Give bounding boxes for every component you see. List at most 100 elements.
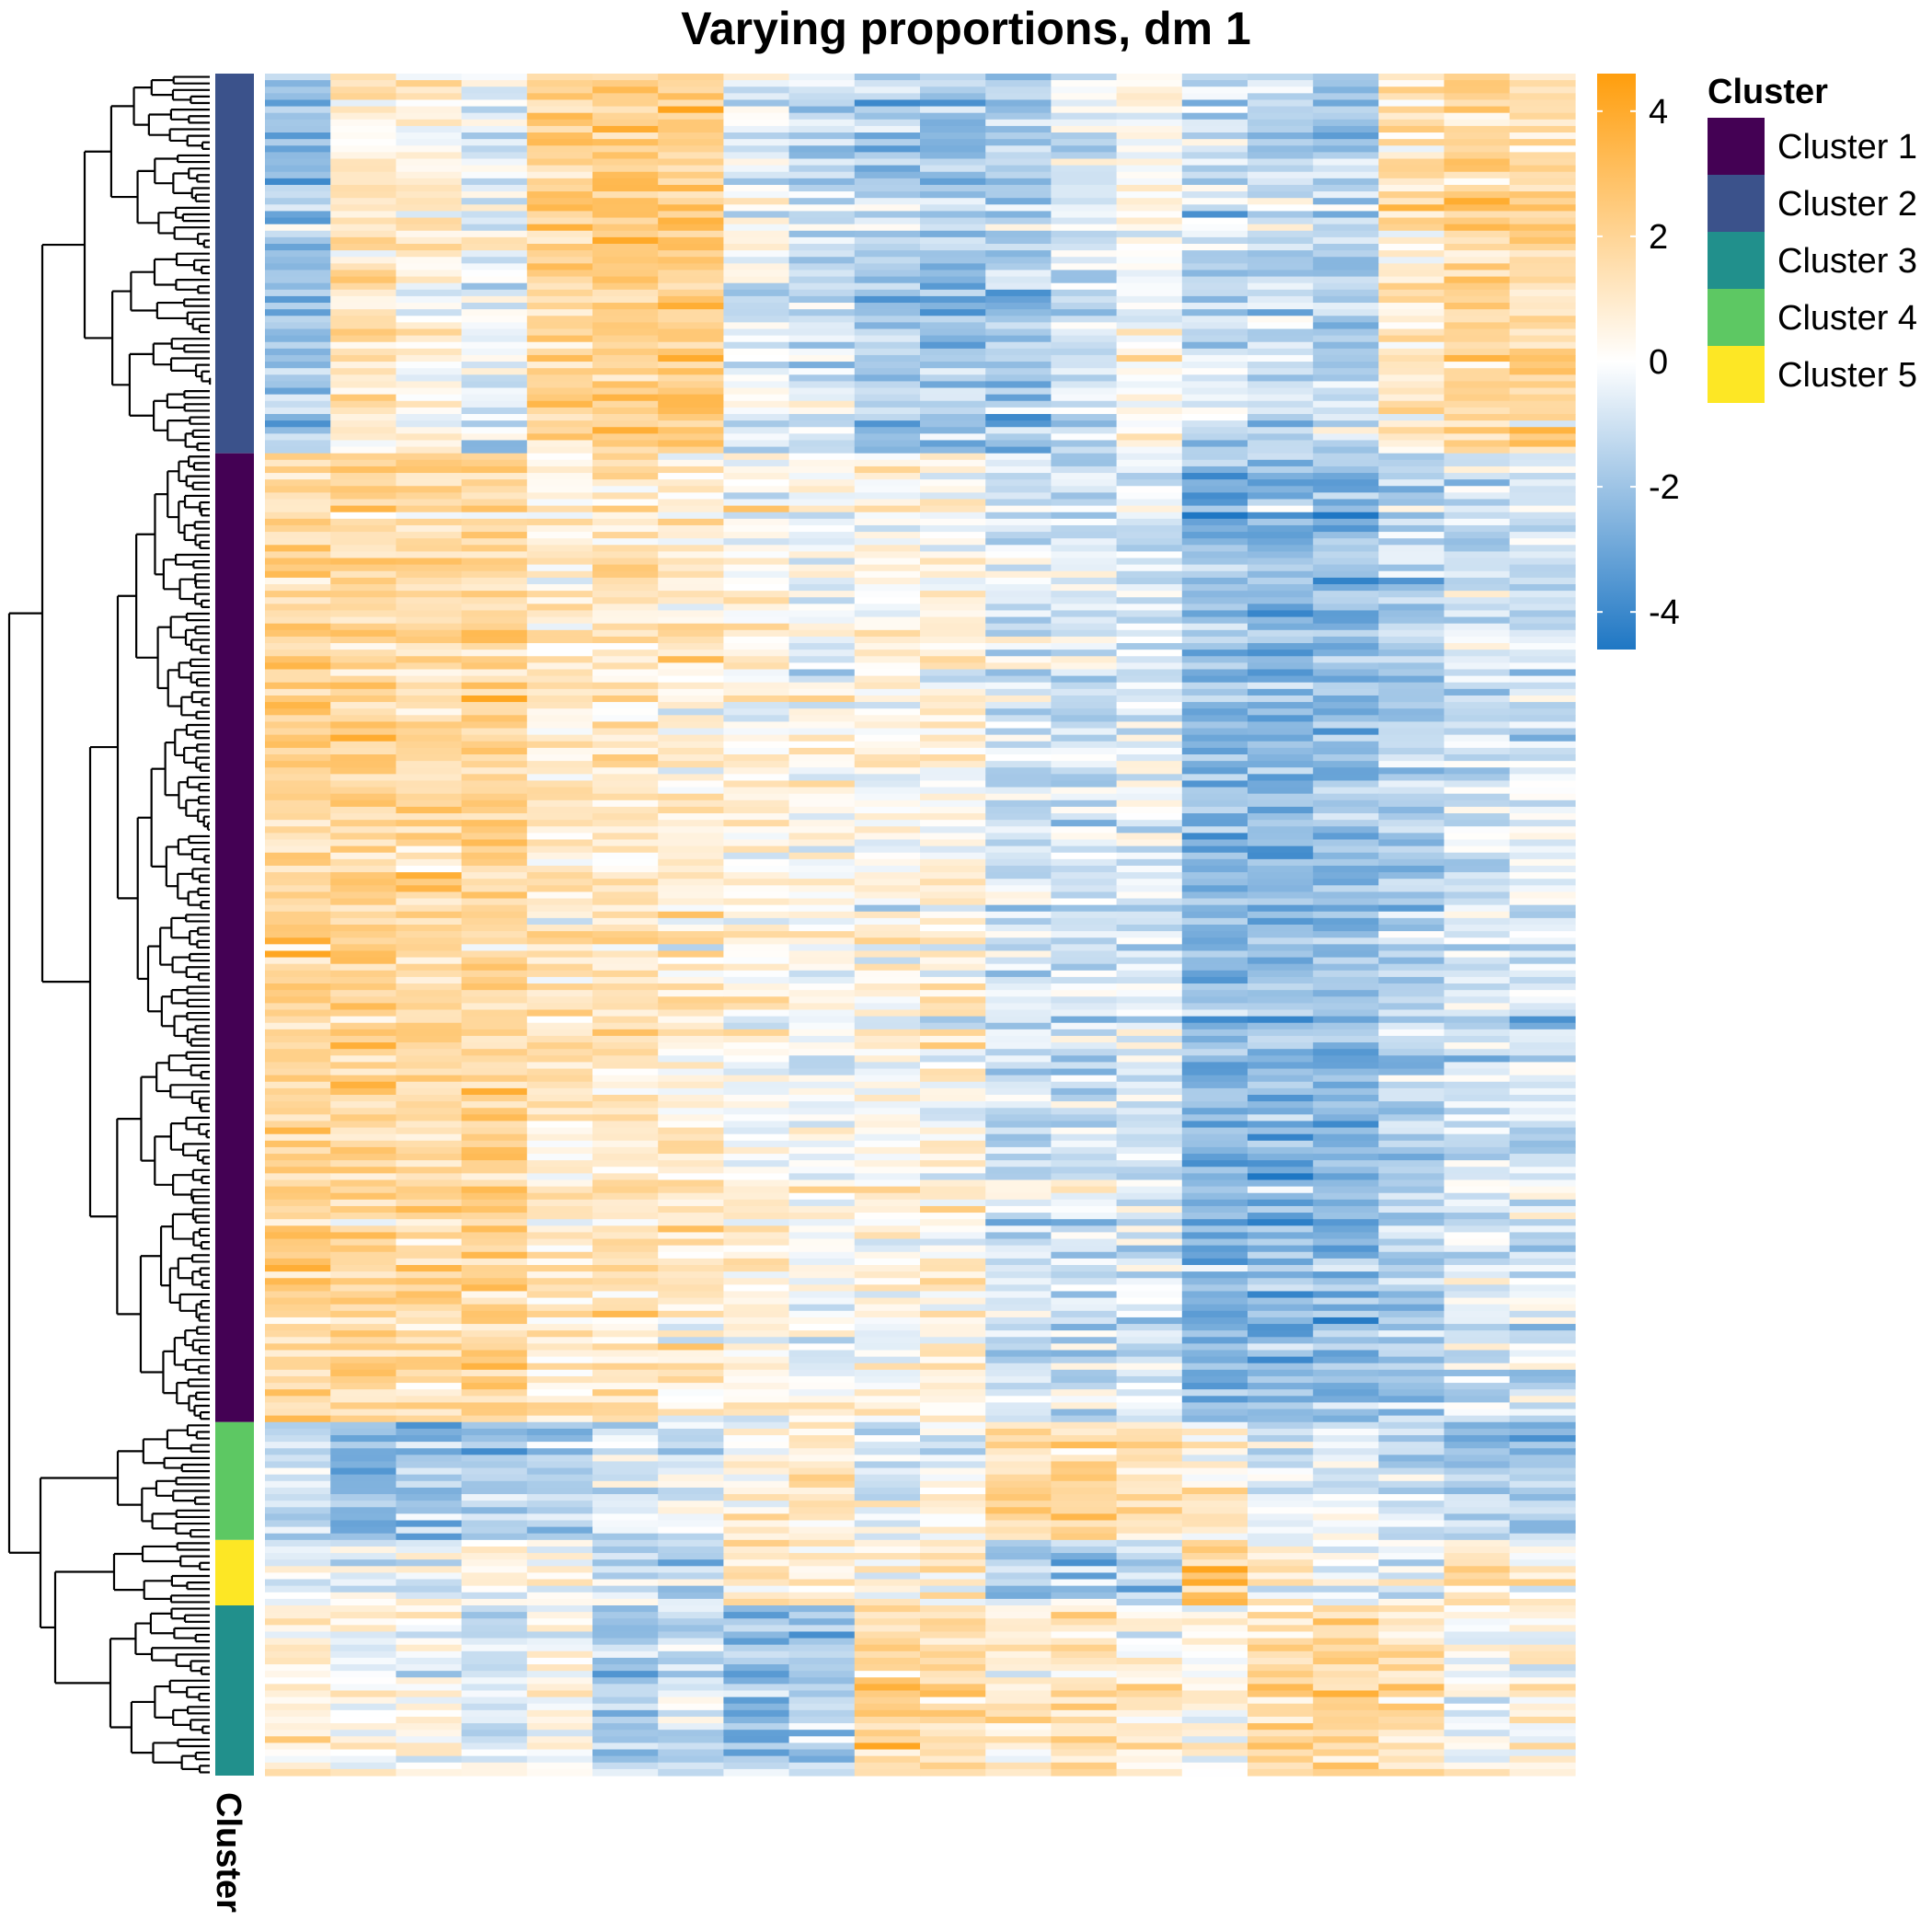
heatmap-cell [854, 767, 921, 775]
heatmap-cell [1248, 813, 1314, 821]
heatmap-cell [1313, 1108, 1379, 1115]
heatmap-cell [1443, 387, 1511, 396]
heatmap-cell [1248, 852, 1314, 860]
heatmap-cell [854, 591, 921, 598]
heatmap-cell [920, 453, 986, 461]
heatmap-cell [788, 132, 856, 140]
heatmap-cell [1181, 1265, 1248, 1272]
heatmap-cell [1313, 1383, 1379, 1390]
heatmap-cell [723, 368, 790, 375]
heatmap-cell [920, 257, 986, 264]
heatmap-cell [330, 1225, 397, 1234]
heatmap-cell [788, 833, 856, 841]
heatmap-cell [461, 427, 528, 434]
heatmap-cell [1116, 295, 1183, 304]
heatmap-cell [592, 165, 659, 173]
heatmap-cell [526, 708, 593, 716]
heatmap-cell [592, 466, 659, 474]
heatmap-cell [920, 957, 986, 965]
heatmap-cell [330, 244, 397, 251]
heatmap-cell [1509, 1442, 1576, 1449]
heatmap-cell [1116, 799, 1183, 808]
heatmap-cell [854, 1022, 921, 1030]
heatmap-cell [1378, 944, 1445, 952]
heatmap-cell [592, 1042, 659, 1050]
heatmap-cell [1443, 453, 1511, 461]
heatmap-cell [723, 93, 790, 101]
heatmap-cell [1051, 119, 1118, 127]
heatmap-cell [723, 937, 790, 945]
heatmap-cell [461, 282, 528, 291]
heatmap-cell [592, 1330, 659, 1338]
heatmap-cell [1509, 1369, 1576, 1377]
heatmap-cell [723, 362, 790, 369]
heatmap-cell [526, 872, 593, 880]
heatmap-cell [592, 328, 659, 337]
heatmap-cell [396, 1160, 463, 1167]
heatmap-cell [1248, 1042, 1314, 1050]
heatmap-cell [1313, 152, 1379, 160]
heatmap-cell [1248, 230, 1314, 238]
heatmap-cell [985, 1121, 1052, 1129]
heatmap-cell [920, 1192, 986, 1201]
heatmap-cell [1051, 1337, 1118, 1344]
heatmap-cell [1248, 1095, 1314, 1102]
heatmap-cell [723, 145, 790, 153]
heatmap-cell [1181, 570, 1248, 579]
heatmap-cell [920, 204, 986, 213]
heatmap-cell [1181, 354, 1248, 362]
heatmap-cell [330, 250, 397, 258]
heatmap-cell [1378, 865, 1445, 873]
heatmap-cell [1443, 570, 1511, 579]
heatmap-cell [592, 1375, 659, 1384]
heatmap-cell [920, 322, 986, 330]
heatmap-cell [592, 479, 659, 487]
heatmap-cell [1378, 1213, 1445, 1220]
heatmap-cell [723, 1055, 790, 1064]
heatmap-cell [1116, 754, 1183, 762]
heatmap-cell [526, 656, 593, 663]
heatmap-cell [920, 499, 986, 507]
heatmap-cell [1181, 1350, 1248, 1358]
heatmap-cell [1248, 1297, 1314, 1305]
heatmap-cell [920, 787, 986, 795]
heatmap-cell [396, 1121, 463, 1129]
heatmap-cell [1509, 1035, 1576, 1043]
heatmap-cell [330, 780, 397, 788]
heatmap-cell [526, 662, 593, 671]
heatmap-cell [1443, 885, 1511, 893]
heatmap-cell [1378, 407, 1445, 415]
heatmap-cell [1248, 165, 1314, 173]
heatmap-cell [1313, 499, 1379, 507]
heatmap-cell [854, 1435, 921, 1443]
heatmap-cell [592, 1035, 659, 1043]
heatmap-cell [396, 139, 463, 146]
heatmap-cell [1378, 335, 1445, 343]
heatmap-cell [1051, 348, 1118, 356]
heatmap-cell [265, 1317, 331, 1325]
heatmap-cell [330, 328, 397, 337]
heatmap-cell [1248, 80, 1314, 87]
heatmap-cell [920, 629, 986, 638]
heatmap-cell [788, 577, 856, 585]
heatmap-cell [723, 898, 790, 906]
heatmap-cell [1313, 1173, 1379, 1181]
heatmap-cell [1181, 1009, 1248, 1018]
heatmap-cell [854, 1402, 921, 1410]
heatmap-cell [1181, 479, 1248, 487]
heatmap-cell [330, 224, 397, 232]
heatmap-cell [1313, 643, 1379, 650]
heatmap-cell [592, 125, 659, 133]
heatmap-cell [658, 106, 724, 114]
heatmap-cell [1313, 119, 1379, 127]
heatmap-cell [1116, 643, 1183, 650]
heatmap-cell [1443, 112, 1511, 121]
heatmap-cell [1313, 650, 1379, 657]
heatmap-cell [985, 486, 1052, 493]
heatmap-cell [854, 629, 921, 638]
heatmap-cell [1116, 1042, 1183, 1050]
heatmap-cell [854, 374, 921, 383]
heatmap-cell [265, 1167, 331, 1174]
heatmap-cell [1443, 99, 1511, 108]
heatmap-cell [461, 1435, 528, 1443]
